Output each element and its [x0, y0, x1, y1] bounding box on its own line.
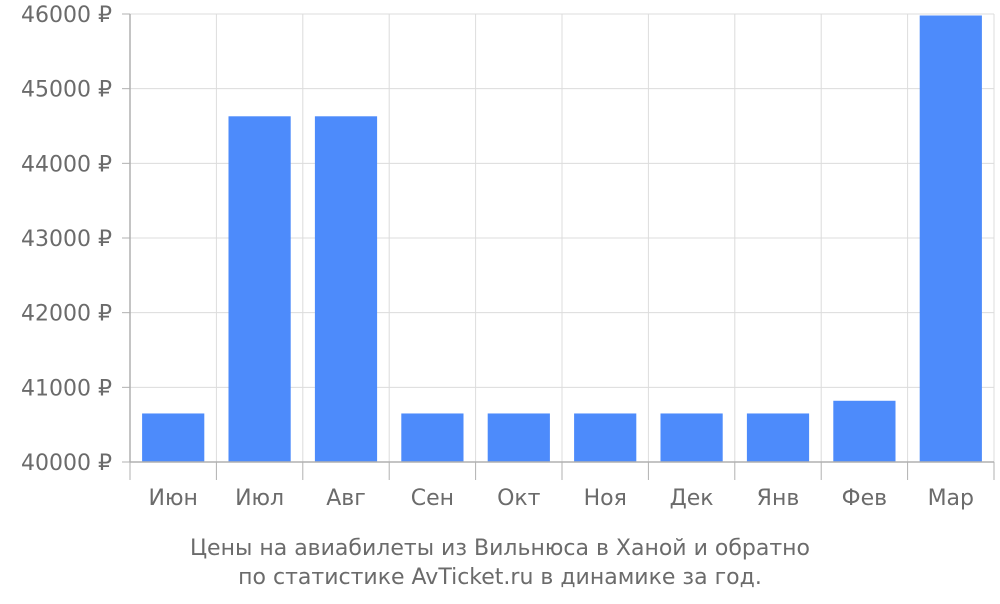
- x-tick-label: Ноя: [584, 486, 627, 511]
- chart-caption-line1: Цены на авиабилеты из Вильнюса в Ханой и…: [190, 536, 810, 561]
- y-tick-label: 40000 ₽: [21, 451, 112, 476]
- x-tick-label: Сен: [411, 486, 454, 511]
- labels-layer: 40000 ₽ 41000 ₽ 42000 ₽ 43000 ₽ 44000 ₽ 45000…: [21, 3, 974, 511]
- y-tick-label: 45000 ₽: [21, 78, 112, 103]
- bar: [142, 413, 205, 462]
- x-tick-label: Дек: [670, 486, 714, 511]
- x-tick-label: Окт: [497, 486, 541, 511]
- x-tick-label: Июл: [235, 486, 284, 511]
- x-tick-label: Авг: [326, 486, 366, 511]
- y-tick-label: 46000 ₽: [21, 3, 112, 28]
- bar: [919, 15, 982, 462]
- bars-layer: [142, 15, 982, 462]
- bar: [314, 116, 378, 462]
- bar: [833, 400, 896, 462]
- y-tick-label: 41000 ₽: [21, 376, 112, 401]
- bar: [228, 116, 291, 462]
- bar: [746, 413, 810, 462]
- y-tick-label: 44000 ₽: [21, 152, 112, 177]
- bar: [487, 413, 550, 462]
- x-tick-label: Фев: [842, 486, 887, 511]
- bar: [660, 413, 723, 462]
- y-tick-label: 42000 ₽: [21, 302, 112, 327]
- y-tick-label: 43000 ₽: [21, 227, 112, 252]
- bar: [574, 413, 637, 462]
- chart-caption-line2: по статистике AvTicket.ru в динамике за …: [238, 565, 762, 590]
- x-tick-label: Мар: [928, 486, 974, 511]
- x-tick-label: Янв: [757, 486, 800, 511]
- bar: [401, 413, 464, 462]
- x-tick-label: Июн: [149, 486, 198, 511]
- axis-layer: [122, 13, 995, 480]
